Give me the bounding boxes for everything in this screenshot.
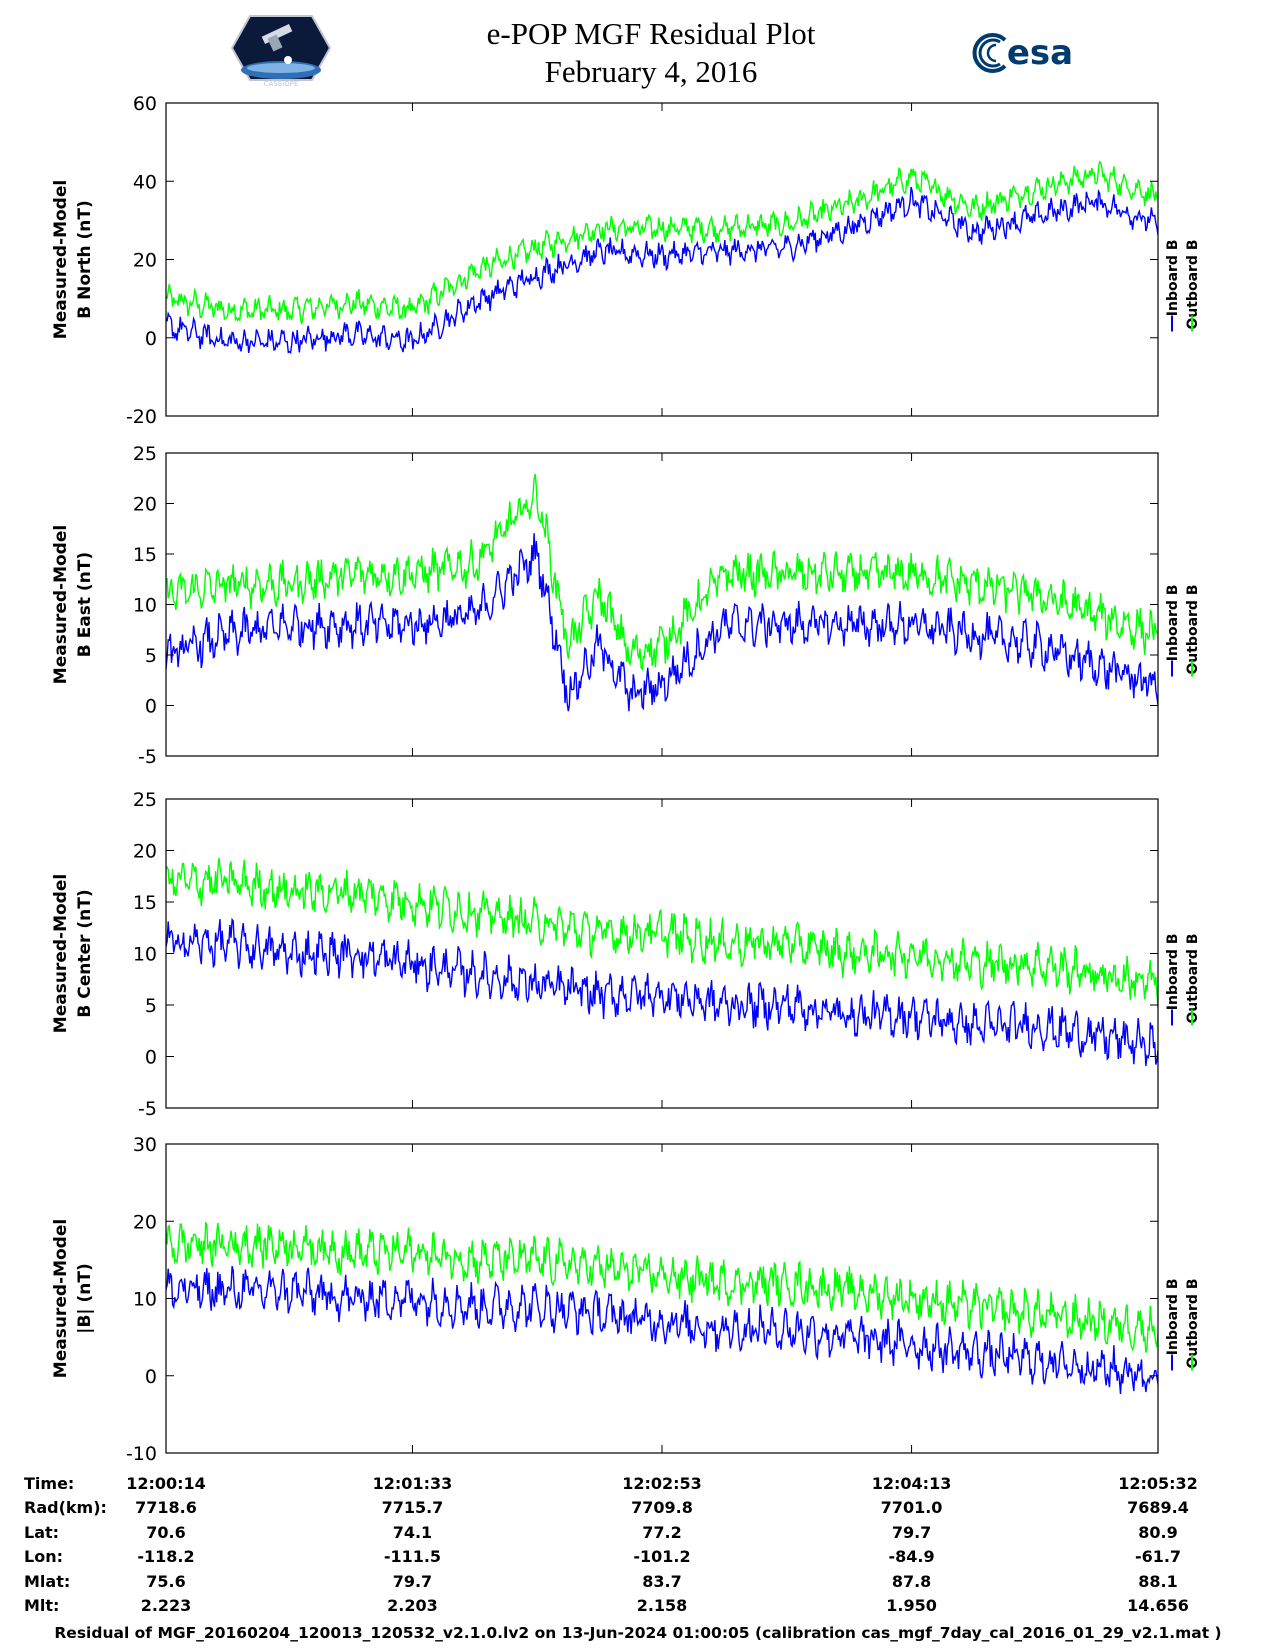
plot-frame (165, 452, 1159, 757)
orbit-table-value: 88.1 (1138, 1572, 1177, 1591)
inboard-b-series-line (166, 917, 1158, 1066)
plot-frame (165, 102, 1159, 417)
inboard-b-series-line (166, 1266, 1158, 1395)
esa-logo-icon: esa (972, 33, 1073, 73)
footer-caption: Residual of MGF_20160204_120013_120532_v… (54, 1624, 1221, 1642)
plot-frame (165, 1143, 1159, 1454)
y-tick-label: -5 (138, 746, 157, 768)
y-tick-label: 20 (133, 250, 157, 272)
y-axis-label: Measured-Model |B| (nT) (51, 1219, 95, 1378)
orbit-row-label: Mlat: (24, 1572, 70, 1591)
orbit-row-label: Rad(km): (24, 1498, 107, 1517)
y-tick-label: 0 (145, 696, 157, 718)
y-tick-label: 60 (133, 93, 157, 115)
cassiope-logo-text: CASSIOPE (264, 80, 299, 88)
y-tick-label: 25 (133, 443, 157, 465)
legend-inboard-label: Inboard B (1165, 585, 1181, 662)
outboard-b-series-line (166, 160, 1158, 325)
cassiope-mission-patch-icon: CASSIOPE (230, 15, 332, 88)
orbit-table-value: 80.9 (1138, 1523, 1177, 1542)
header: CASSIOPE e-POP MGF Residual Plot Februar… (230, 15, 1073, 89)
orbit-table-value: 12:05:32 (1118, 1474, 1198, 1493)
outboard-b-series-line (166, 473, 1158, 672)
orbit-table-value: -111.5 (384, 1547, 441, 1566)
plot-title-line1: e-POP MGF Residual Plot (487, 16, 816, 51)
panel-2: -5 0 5 10 15 20 25 Measured-Model B East (nT) Inb… (51, 443, 1201, 768)
y-axis-label: Measured-Model B North (nT) (51, 180, 95, 339)
orbit-table-value: 7709.8 (631, 1498, 693, 1517)
y-tick-label: 0 (145, 1047, 157, 1069)
orbit-table-value: 12:01:33 (373, 1474, 453, 1493)
y-tick-label: -20 (126, 406, 157, 428)
legend-inboard-label: Inboard B (1165, 1279, 1181, 1356)
y-tick-label: 15 (133, 544, 157, 566)
orbit-table-value: 2.158 (637, 1596, 688, 1615)
outboard-b-series-line (166, 858, 1158, 1009)
orbit-row-label: Time: (24, 1474, 74, 1493)
panel-4: -10 0 10 20 30 Measured-Model |B| (nT) Inboard … (51, 1134, 1201, 1465)
panel-1: -20 0 20 40 60 Measured-Model B North (nT) Inbo… (51, 93, 1201, 428)
plot-frame (165, 798, 1159, 1109)
orbit-row-label: Lat: (24, 1523, 59, 1542)
y-tick-label: 0 (145, 328, 157, 350)
orbit-table-value: 77.2 (642, 1523, 681, 1542)
orbit-table-value: 7718.6 (135, 1498, 197, 1517)
orbit-row-label: Lon: (24, 1547, 63, 1566)
y-tick-label: 20 (133, 494, 157, 516)
orbit-info-table: Time: Rad(km): Lat: Lon: Mlat: Mlt: 12:00:14 77… (24, 1474, 1198, 1615)
orbit-table-value: 14.656 (1127, 1596, 1189, 1615)
legend-outboard-label: Outboard B (1185, 934, 1201, 1024)
y-tick-label: 5 (145, 645, 157, 667)
legend-outboard-label: Outboard B (1185, 240, 1201, 330)
y-axis-label: Measured-Model B Center (nT) (51, 874, 95, 1033)
orbit-table-value: 79.7 (393, 1572, 432, 1591)
legend-outboard-label: Outboard B (1185, 585, 1201, 675)
inboard-b-series-line (166, 533, 1158, 712)
y-tick-label: -10 (126, 1443, 157, 1465)
orbit-table-value: -61.7 (1135, 1547, 1181, 1566)
orbit-table-value: 87.8 (892, 1572, 931, 1591)
panels: -20 0 20 40 60 Measured-Model B North (nT) Inbo… (51, 93, 1201, 1465)
panel-3: -5 0 5 10 15 20 25 Measured-Model B Center (nT) I… (51, 789, 1201, 1120)
orbit-row-label: Mlt: (24, 1596, 59, 1615)
y-tick-label: 40 (133, 171, 157, 193)
legend-outboard-label: Outboard B (1185, 1279, 1201, 1369)
orbit-table-value: -101.2 (633, 1547, 690, 1566)
inboard-b-series-line (166, 186, 1158, 355)
y-tick-label: -5 (138, 1098, 157, 1120)
orbit-table-value: 7689.4 (1127, 1498, 1189, 1517)
plot-title-line2: February 4, 2016 (545, 54, 758, 89)
orbit-table-value: 12:02:53 (622, 1474, 702, 1493)
y-tick-label: 15 (133, 892, 157, 914)
y-tick-label: 10 (133, 944, 157, 966)
y-tick-label: 5 (145, 995, 157, 1017)
orbit-table-value: 79.7 (892, 1523, 931, 1542)
orbit-table-value: 75.6 (146, 1572, 185, 1591)
y-tick-label: 30 (133, 1134, 157, 1156)
y-tick-label: 20 (133, 1211, 157, 1233)
y-axis-label: Measured-Model B East (nT) (51, 525, 95, 684)
orbit-table-value: 2.203 (387, 1596, 438, 1615)
y-tick-label: 20 (133, 841, 157, 863)
orbit-table-value: 1.950 (886, 1596, 937, 1615)
orbit-table-value: -118.2 (137, 1547, 194, 1566)
esa-logo-text: esa (1007, 33, 1073, 73)
orbit-table-value: 74.1 (393, 1523, 432, 1542)
y-tick-label: 25 (133, 789, 157, 811)
legend-inboard-label: Inboard B (1165, 240, 1181, 317)
orbit-table-value: 12:04:13 (872, 1474, 952, 1493)
y-tick-label: 10 (133, 595, 157, 617)
orbit-table-value: 7715.7 (382, 1498, 444, 1517)
y-tick-label: 0 (145, 1366, 157, 1388)
orbit-table-value: -84.9 (888, 1547, 934, 1566)
orbit-table-value: 2.223 (141, 1596, 192, 1615)
orbit-table-value: 83.7 (642, 1572, 681, 1591)
outboard-b-series-line (166, 1221, 1158, 1353)
y-tick-label: 10 (133, 1289, 157, 1311)
orbit-table-value: 70.6 (146, 1523, 185, 1542)
orbit-table-value: 12:00:14 (126, 1474, 206, 1493)
orbit-table-value: 7701.0 (881, 1498, 943, 1517)
legend-inboard-label: Inboard B (1165, 934, 1181, 1011)
